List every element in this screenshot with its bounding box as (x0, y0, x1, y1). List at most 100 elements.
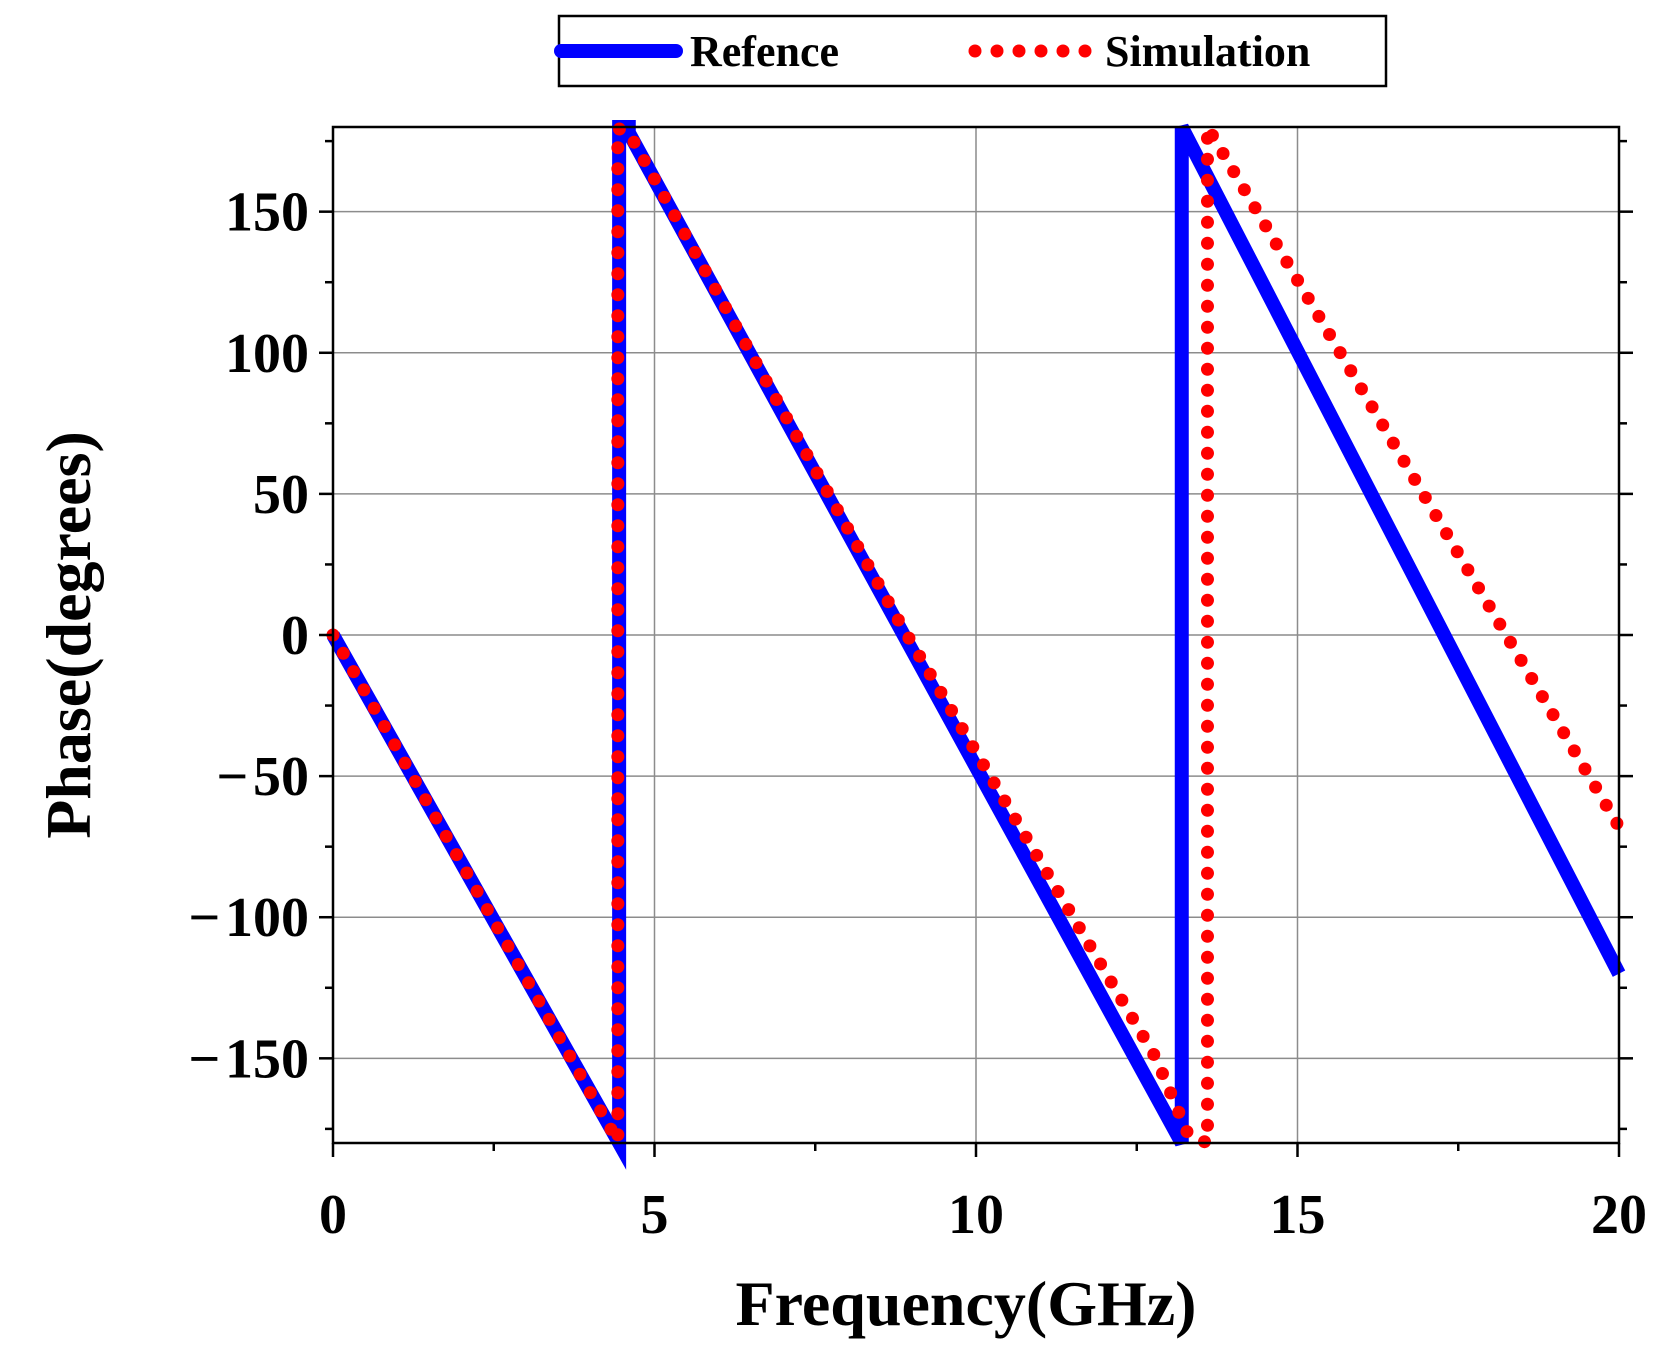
series-simulation-point (1164, 1086, 1178, 1100)
series-simulation-point (470, 884, 484, 898)
x-tick-label: 15 (1270, 1184, 1326, 1246)
series-simulation-point (719, 301, 733, 315)
series-simulation-point (611, 309, 625, 323)
series-simulation-point (1172, 1105, 1186, 1119)
series-simulation-point (611, 855, 625, 869)
series-simulation-point (688, 245, 702, 259)
series-simulation-point (611, 246, 625, 260)
series-simulation-point (1155, 1067, 1169, 1081)
series-simulation-point (611, 918, 625, 932)
series-simulation-point (611, 540, 625, 554)
series-simulation-point (357, 683, 371, 697)
series-simulation-point (611, 876, 625, 890)
series-simulation-point (1200, 425, 1214, 439)
series-simulation-point (594, 1104, 608, 1118)
series-simulation-point (611, 687, 625, 701)
series-simulation-point (491, 921, 505, 935)
series-simulation-point (1200, 446, 1214, 460)
series-simulation-point (367, 701, 381, 715)
series-simulation-point (923, 667, 937, 681)
series-simulation-point (1589, 780, 1603, 794)
series-simulation-point (611, 645, 625, 659)
series-simulation-point (739, 337, 753, 351)
series-simulation-point (611, 897, 625, 911)
series-simulation-point (1200, 236, 1214, 250)
series-simulation-point (966, 740, 980, 754)
series-simulation-point (611, 372, 625, 386)
series-simulation-point (429, 811, 443, 825)
series-simulation-point (1200, 1118, 1214, 1132)
series-simulation-point (1200, 950, 1214, 964)
series-simulation-point (611, 414, 625, 428)
series-simulation-point (1610, 816, 1624, 830)
series-simulation-point (1200, 488, 1214, 502)
series-simulation-point (1205, 128, 1219, 142)
series-simulation-point (611, 603, 625, 617)
y-tick-label: − 150 (188, 1028, 309, 1090)
legend-simulation-dot (1034, 44, 1048, 58)
series-simulation-point (1200, 887, 1214, 901)
series-simulation-point (1322, 328, 1336, 342)
series-simulation-point (1200, 173, 1214, 187)
series-simulation-point (1051, 885, 1065, 899)
series-simulation-point (1200, 635, 1214, 649)
tick-labels: 0 5 10 15 20 150 100 50 0 − 50 − 100 − 150 (188, 182, 1647, 1246)
series-simulation-point (1008, 812, 1022, 826)
series-simulation-point (611, 771, 625, 785)
series-simulation-point (658, 190, 672, 204)
series-simulation-point (1200, 593, 1214, 607)
series-simulation-point (611, 477, 625, 491)
series-simulation-point (611, 435, 625, 449)
series-simulation-point (1115, 993, 1129, 1007)
series-simulation-point (851, 539, 865, 553)
series-simulation-point (1200, 1097, 1214, 1111)
series-simulation-point (1578, 762, 1592, 776)
x-tick-label: 0 (319, 1184, 347, 1246)
series-simulation-point (1440, 527, 1454, 541)
series-simulation-point (611, 225, 625, 239)
series-simulation-point (1200, 677, 1214, 691)
series-simulation-point (955, 722, 969, 736)
x-tick-label: 5 (641, 1184, 669, 1246)
series-simulation-point (1200, 404, 1214, 418)
y-tick-label: 0 (281, 605, 309, 667)
series-simulation-point (480, 903, 494, 917)
series-simulation-point (841, 521, 855, 535)
series-simulation-point (1200, 299, 1214, 313)
series-simulation-point (1503, 635, 1517, 649)
series-simulation-point (611, 204, 625, 218)
series-simulation-point (1291, 273, 1305, 287)
series-simulation-point (668, 209, 682, 223)
series-simulation-point (647, 172, 661, 186)
series-simulation-point (1200, 908, 1214, 922)
series-simulation-point (522, 976, 536, 990)
series-simulation-point (1514, 653, 1528, 667)
series-simulation-point (611, 1023, 625, 1037)
series-simulation-point (1227, 165, 1241, 179)
series-simulation-point (1248, 201, 1262, 215)
series-simulation-point (1200, 278, 1214, 292)
series-simulation-point (611, 1107, 625, 1121)
series-simulation-point (871, 576, 885, 590)
series-simulation-point (1200, 866, 1214, 880)
series-simulation-point (611, 393, 625, 407)
series-simulation-point (612, 122, 626, 136)
series-simulation-point (336, 646, 350, 660)
series-simulation-point (998, 794, 1012, 808)
series-simulation-point (1200, 1034, 1214, 1048)
series-simulation-point (1200, 614, 1214, 628)
series-simulation-point (611, 330, 625, 344)
series-simulation-point (1094, 957, 1108, 971)
series-simulation-point (1197, 1135, 1211, 1149)
series-simulation-point (1083, 939, 1097, 953)
series-simulation-point (542, 1012, 556, 1026)
axis-ticks (319, 139, 1633, 1157)
series-simulation-point (1386, 436, 1400, 450)
series-simulation-point (1535, 690, 1549, 704)
series-simulation-point (1280, 255, 1294, 269)
legend-simulation-dot (990, 44, 1004, 58)
series-simulation-point (934, 685, 948, 699)
series-simulation-point (1269, 237, 1283, 251)
legend-refence-label: Refence (690, 27, 839, 76)
y-tick-label: 50 (253, 464, 309, 526)
